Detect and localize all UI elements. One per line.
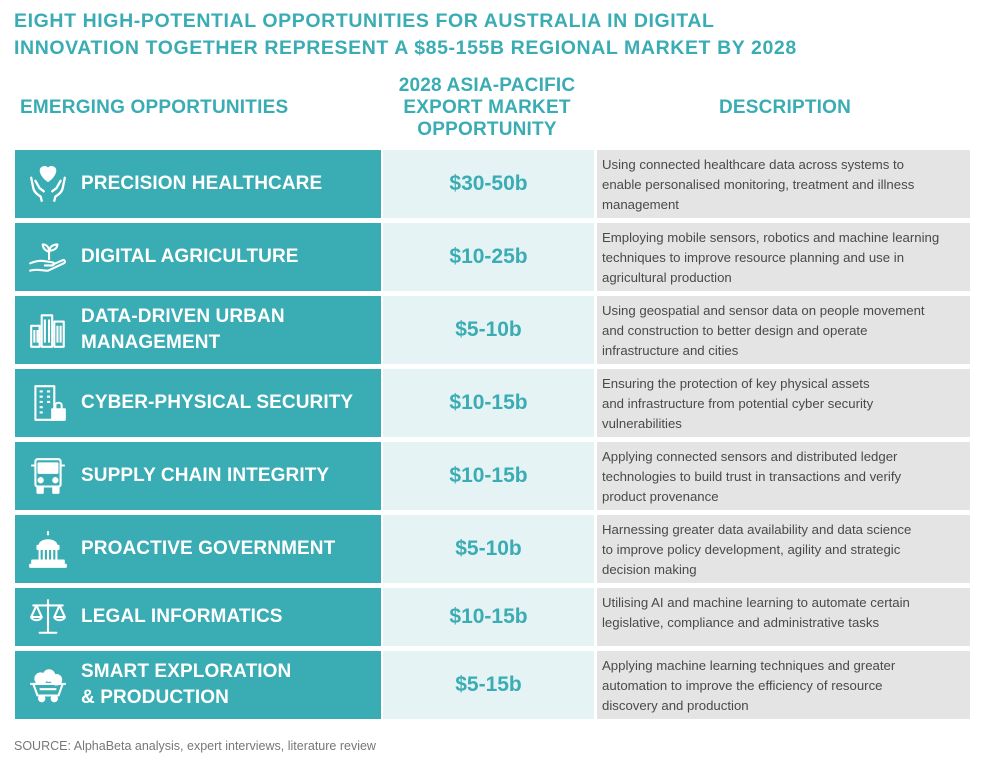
- market-value: $10-15b: [449, 391, 528, 414]
- description-line: Ensuring the protection of key physical …: [602, 376, 870, 391]
- description-line: enable personalised monitoring, treatmen…: [602, 177, 915, 192]
- table-row: DIGITAL AGRICULTURE $10-25b Employing mo…: [15, 223, 970, 291]
- header-market-opportunity: 2028 ASIA-PACIFIC EXPORT MARKET OPPORTUN…: [382, 75, 592, 141]
- opportunity-name: SUPPLY CHAIN INTEGRITY: [81, 463, 329, 489]
- description-line: to improve policy development, agility a…: [602, 542, 901, 557]
- scales-icon: [25, 594, 71, 640]
- opportunity-name: CYBER-PHYSICAL SECURITY: [81, 390, 353, 416]
- title-line-2: INNOVATION TOGETHER REPRESENT A $85-155B…: [14, 37, 797, 59]
- capitol-building-icon: [25, 526, 71, 572]
- description-line: Applying machine learning techniques and…: [602, 658, 896, 673]
- market-value-cell: $5-10b: [383, 515, 594, 583]
- opportunity-name: LEGAL INFORMATICS: [81, 604, 283, 630]
- description-line: Utilising AI and machine learning to aut…: [602, 595, 910, 610]
- opportunity-cell: SMART EXPLORATION & PRODUCTION: [15, 651, 381, 719]
- description-line: vulnerabilities: [602, 416, 682, 431]
- city-buildings-icon: [25, 307, 71, 353]
- opportunity-name-line: SUPPLY CHAIN INTEGRITY: [81, 465, 330, 486]
- description-cell: Using connected healthcare data across s…: [597, 150, 970, 218]
- mine-cart-icon: [25, 662, 71, 708]
- market-value: $5-15b: [455, 673, 522, 696]
- description-line: Applying connected sensors and distribut…: [602, 449, 898, 464]
- opportunity-name: PROACTIVE GOVERNMENT: [81, 536, 335, 562]
- description-line: Harnessing greater data availability and…: [602, 522, 912, 537]
- opportunity-name-line: PRECISION HEALTHCARE: [81, 173, 323, 194]
- table-row: PROACTIVE GOVERNMENT $5-10b Harnessing g…: [15, 515, 970, 583]
- market-value-cell: $10-15b: [383, 588, 594, 646]
- description-line: decision making: [602, 562, 697, 577]
- description-line: and construction to better design and op…: [602, 323, 868, 338]
- description-line: technologies to build trust in transacti…: [602, 469, 902, 484]
- opportunity-cell: DATA-DRIVEN URBAN MANAGEMENT: [15, 296, 381, 364]
- opportunity-cell: PRECISION HEALTHCARE: [15, 150, 381, 218]
- opportunity-cell: CYBER-PHYSICAL SECURITY: [15, 369, 381, 437]
- description-line: automation to improve the efficiency of …: [602, 678, 883, 693]
- opportunity-name: DIGITAL AGRICULTURE: [81, 244, 299, 270]
- table-row: CYBER-PHYSICAL SECURITY $10-15b Ensuring…: [15, 369, 970, 437]
- market-value-cell: $10-25b: [383, 223, 594, 291]
- opportunity-cell: LEGAL INFORMATICS: [15, 588, 381, 646]
- market-value-cell: $30-50b: [383, 150, 594, 218]
- description-cell: Employing mobile sensors, robotics and m…: [597, 223, 970, 291]
- table-row: SUPPLY CHAIN INTEGRITY $10-15b Applying …: [15, 442, 970, 510]
- opportunity-name-line: SMART EXPLORATION: [81, 661, 292, 682]
- description-line: management: [602, 197, 679, 212]
- market-value: $5-10b: [455, 537, 522, 560]
- market-value-cell: $10-15b: [383, 442, 594, 510]
- opportunity-cell: DIGITAL AGRICULTURE: [15, 223, 381, 291]
- market-value: $10-15b: [449, 464, 528, 487]
- description-line: discovery and production: [602, 698, 749, 713]
- description-cell: Using geospatial and sensor data on peop…: [597, 296, 970, 364]
- market-value: $10-25b: [449, 245, 528, 268]
- table-row: SMART EXPLORATION & PRODUCTION $5-15b Ap…: [15, 651, 970, 719]
- table-row: PRECISION HEALTHCARE $30-50b Using conne…: [15, 150, 970, 218]
- hand-sprout-icon: [25, 234, 71, 280]
- market-value: $30-50b: [449, 172, 528, 195]
- building-lock-icon: [25, 380, 71, 426]
- market-value: $5-10b: [455, 318, 522, 341]
- market-value: $10-15b: [449, 605, 528, 628]
- source-note: SOURCE: AlphaBeta analysis, expert inter…: [14, 739, 376, 753]
- opportunity-name-line: MANAGEMENT: [81, 332, 221, 353]
- header-market-line-3: OPPORTUNITY: [417, 119, 557, 140]
- header-market-line-2: EXPORT MARKET: [403, 97, 571, 118]
- opportunity-name-line: LEGAL INFORMATICS: [81, 606, 283, 627]
- truck-icon: [25, 453, 71, 499]
- opportunity-name: SMART EXPLORATION & PRODUCTION: [81, 659, 291, 711]
- description-line: product provenance: [602, 489, 719, 504]
- description-cell: Ensuring the protection of key physical …: [597, 369, 970, 437]
- opportunity-name-line: DIGITAL AGRICULTURE: [81, 246, 299, 267]
- description-line: legislative, compliance and administrati…: [602, 615, 880, 630]
- page-title: EIGHT HIGH-POTENTIAL OPPORTUNITIES FOR A…: [14, 8, 964, 62]
- title-line-1: EIGHT HIGH-POTENTIAL OPPORTUNITIES FOR A…: [14, 10, 715, 32]
- opportunity-name: PRECISION HEALTHCARE: [81, 171, 322, 197]
- description-cell: Applying connected sensors and distribut…: [597, 442, 970, 510]
- description-line: Employing mobile sensors, robotics and m…: [602, 230, 940, 245]
- header-market-line-1: 2028 ASIA-PACIFIC: [398, 75, 576, 96]
- opportunity-cell: SUPPLY CHAIN INTEGRITY: [15, 442, 381, 510]
- description-line: agricultural production: [602, 270, 732, 285]
- description-cell: Harnessing greater data availability and…: [597, 515, 970, 583]
- description-cell: Applying machine learning techniques and…: [597, 651, 970, 719]
- description-line: Using connected healthcare data across s…: [602, 157, 905, 172]
- table-row: LEGAL INFORMATICS $10-15b Utilising AI a…: [15, 588, 970, 646]
- market-value-cell: $10-15b: [383, 369, 594, 437]
- table-row: DATA-DRIVEN URBAN MANAGEMENT $5-10b Usin…: [15, 296, 970, 364]
- opportunity-cell: PROACTIVE GOVERNMENT: [15, 515, 381, 583]
- market-value-cell: $5-10b: [383, 296, 594, 364]
- market-value-cell: $5-15b: [383, 651, 594, 719]
- opportunity-name-line: & PRODUCTION: [81, 687, 229, 708]
- description-line: Using geospatial and sensor data on peop…: [602, 303, 925, 318]
- opportunity-name-line: PROACTIVE GOVERNMENT: [81, 538, 336, 559]
- header-emerging-opportunities: EMERGING OPPORTUNITIES: [20, 97, 289, 118]
- description-line: techniques to improve resource planning …: [602, 250, 905, 265]
- description-line: infrastructure and cities: [602, 343, 739, 358]
- opportunity-name: DATA-DRIVEN URBAN MANAGEMENT: [81, 304, 285, 356]
- hands-heart-icon: [25, 161, 71, 207]
- description-line: and infrastructure from potential cyber …: [602, 396, 874, 411]
- opportunity-name-line: CYBER-PHYSICAL SECURITY: [81, 392, 354, 413]
- opportunity-name-line: DATA-DRIVEN URBAN: [81, 306, 285, 327]
- description-cell: Utilising AI and machine learning to aut…: [597, 588, 970, 646]
- header-description: DESCRIPTION: [718, 97, 852, 118]
